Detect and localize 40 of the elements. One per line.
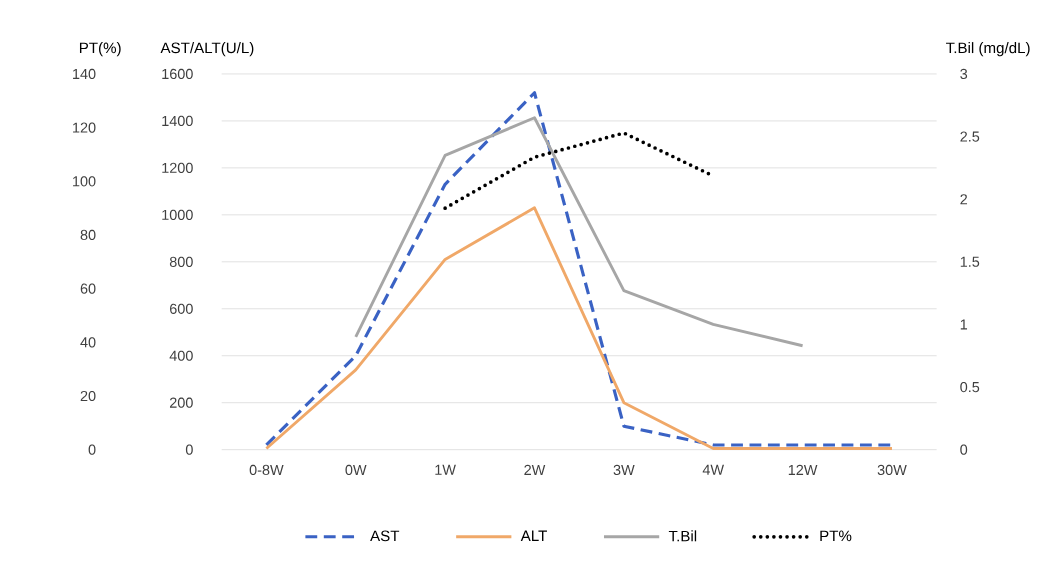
y3-axis-title: PT(%)	[79, 42, 121, 57]
y3-tick-label: 100	[73, 176, 96, 187]
y2-tick-label: 0	[960, 444, 968, 455]
y2-tick-label: 1	[960, 319, 968, 330]
y2-tick-label: 3	[960, 68, 968, 80]
legend-label: PT%	[820, 530, 852, 542]
x-tick-label: 30W	[877, 464, 907, 476]
x-tick-label: 1W	[435, 464, 456, 475]
y-tick-label: 1400	[162, 115, 193, 127]
y2-tick-label: 0.5	[960, 381, 980, 393]
y2-tick-label: 2.5	[960, 131, 980, 142]
y-tick-label: 1000	[162, 209, 193, 220]
x-tick-label: 0W	[345, 464, 367, 476]
y2-tick-label: 2	[960, 194, 968, 205]
legend-label: T.Bil	[668, 530, 697, 542]
y-tick-label: 600	[170, 303, 193, 314]
y3-tick-label: 20	[80, 390, 96, 402]
y3-tick-label: 140	[73, 68, 96, 80]
y-tick-label: 0	[185, 444, 193, 455]
y2-axis-title: T.Bil (mg/dL)	[946, 42, 1030, 57]
y3-tick-label: 80	[80, 229, 96, 241]
y-tick-label: 1600	[162, 68, 193, 80]
y3-tick-label: 60	[80, 283, 96, 294]
y3-tick-label: 120	[73, 122, 96, 133]
y-axis-title: AST/ALT(U/L)	[160, 42, 254, 57]
y-tick-label: 1200	[162, 162, 193, 173]
y3-tick-label: 40	[80, 337, 96, 348]
y3-tick-label: 0	[88, 444, 96, 455]
x-tick-label: 3W	[613, 464, 635, 476]
line-series	[354, 116, 805, 348]
y-tick-label: 800	[169, 256, 193, 267]
y2-tick-label: 1.5	[960, 256, 980, 267]
legend-label: AST	[370, 530, 400, 542]
legend-label: ALT	[520, 530, 547, 541]
y-tick-label: 200	[169, 397, 193, 408]
y-tick-label: 400	[169, 350, 193, 361]
x-tick-label: 12W	[788, 464, 818, 475]
x-tick-label: 4W	[702, 464, 725, 475]
x-tick-label: 0-8W	[249, 464, 284, 476]
x-tick-label: 2W	[524, 464, 546, 475]
